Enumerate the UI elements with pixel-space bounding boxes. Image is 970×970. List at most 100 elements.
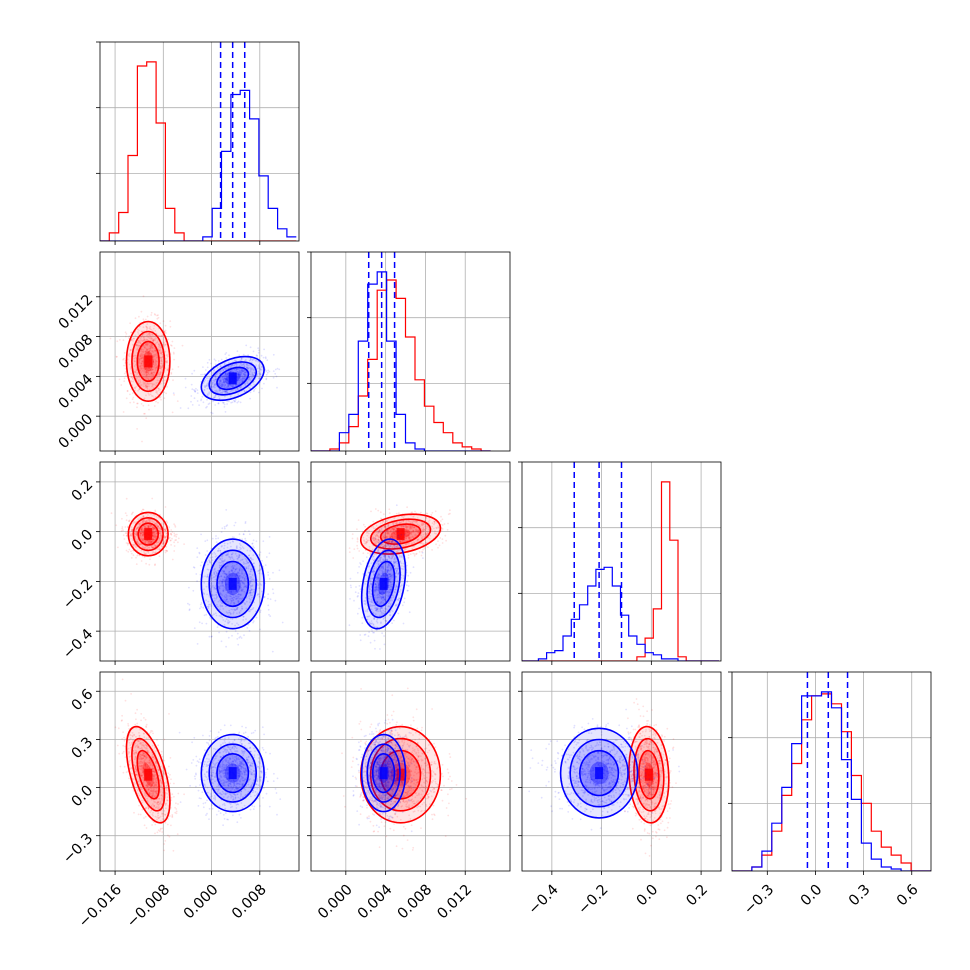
sample-point (250, 608, 253, 611)
sample-point (242, 547, 245, 550)
sample-point (411, 511, 414, 514)
sample-point (141, 536, 143, 538)
sample-point (231, 575, 233, 577)
sample-point (252, 554, 255, 557)
sample-point (246, 366, 248, 369)
sample-point (233, 368, 236, 371)
sample-point (228, 570, 231, 573)
sample-point (247, 623, 250, 626)
sample-point (169, 320, 172, 322)
sample-point (212, 372, 215, 374)
sample-point (237, 571, 240, 574)
sample-point (144, 343, 147, 345)
sample-point (237, 577, 240, 579)
sample-point (226, 542, 229, 545)
sample-point (149, 328, 152, 330)
sample-point (140, 362, 143, 365)
sample-point (265, 370, 268, 373)
sample-point (224, 577, 227, 579)
sample-point (135, 343, 138, 346)
sample-point (215, 572, 218, 574)
sample-point (245, 575, 247, 578)
sample-point (248, 359, 251, 362)
sample-point (230, 553, 233, 556)
sample-point (219, 389, 222, 391)
sample-point (239, 586, 241, 588)
sample-point (221, 401, 224, 404)
sample-point (264, 564, 267, 566)
sample-point (236, 606, 239, 609)
sample-point (179, 407, 182, 409)
sample-point (222, 584, 225, 587)
sample-point (391, 527, 394, 529)
sample-point (156, 379, 159, 382)
sample-point (223, 406, 226, 408)
sample-point (174, 526, 177, 528)
sample-point (147, 371, 150, 374)
sample-point (136, 541, 139, 543)
sample-point (223, 578, 226, 581)
sample-point (218, 587, 221, 590)
sample-point (226, 573, 228, 575)
sample-point (141, 527, 144, 530)
sample-point (159, 346, 161, 349)
sample-point (135, 344, 138, 347)
sample-point (257, 360, 259, 363)
sample-point (244, 562, 246, 565)
sample-point (241, 581, 244, 584)
sample-point (206, 387, 209, 390)
sample-point (357, 519, 360, 521)
sample-point (249, 379, 252, 382)
sample-point (241, 607, 244, 610)
sample-point (170, 529, 173, 531)
sample-point (147, 539, 150, 542)
sample-point (116, 340, 119, 343)
sample-point (137, 375, 140, 378)
sample-point (258, 595, 261, 598)
sample-point (215, 537, 217, 540)
sample-point (263, 382, 265, 385)
sample-point (348, 551, 351, 553)
sample-point (155, 515, 158, 518)
sample-point (217, 360, 220, 362)
sample-point (212, 386, 215, 388)
sample-point (146, 348, 148, 351)
sample-point (229, 370, 232, 373)
sample-point (237, 591, 240, 594)
sample-point (259, 372, 261, 374)
sample-point (162, 320, 165, 323)
sample-point (222, 375, 225, 377)
sample-point (166, 550, 169, 552)
sample-point (412, 529, 415, 532)
sample-point (209, 617, 212, 620)
sample-point (206, 382, 209, 385)
sample-point (221, 384, 223, 387)
sample-point (126, 390, 129, 393)
sample-point (206, 361, 209, 364)
sample-point (234, 399, 237, 401)
sample-point (242, 619, 245, 621)
sample-point (145, 347, 148, 350)
sample-point (138, 523, 141, 526)
sample-point (226, 378, 229, 381)
sample-point (176, 400, 179, 402)
sample-point (228, 575, 231, 578)
sample-point (244, 603, 246, 606)
sample-point (206, 398, 208, 401)
sample-point (146, 352, 149, 355)
sample-point (157, 541, 160, 543)
sample-point (245, 344, 248, 347)
sample-point (137, 389, 139, 392)
sample-point (225, 378, 228, 381)
sample-point (213, 586, 216, 589)
sample-point (245, 566, 248, 568)
sample-point (244, 522, 247, 524)
sample-point (132, 396, 135, 399)
sample-point (278, 368, 281, 371)
sample-point (224, 377, 227, 380)
sample-point (130, 557, 133, 559)
sample-point (152, 358, 155, 361)
sample-point (235, 369, 238, 371)
sample-point (151, 362, 154, 365)
sample-point (147, 392, 150, 395)
